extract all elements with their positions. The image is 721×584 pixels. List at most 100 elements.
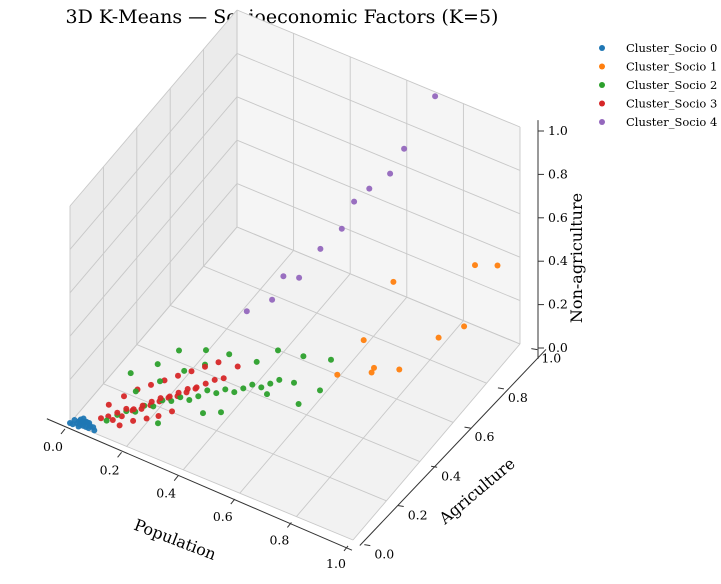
grid-line xyxy=(136,344,420,463)
grid-line xyxy=(236,96,521,215)
scatter-point xyxy=(181,367,188,374)
tick-labels: 0.0 0.0 0.0 0.2 0.2 0.2 0.4 0.4 0.4 0.6 0.6 0.6 0.8 0… xyxy=(43,123,568,571)
y-tick-label: 1.0 xyxy=(541,351,561,366)
scatter-point xyxy=(157,395,164,402)
scatter-point xyxy=(175,372,181,379)
z-tick-label: 0.4 xyxy=(548,253,568,268)
grid-line xyxy=(236,52,521,171)
scatter-point xyxy=(253,358,260,365)
scatter-point xyxy=(317,387,323,394)
scatter-point xyxy=(175,389,182,396)
scatter-point xyxy=(300,353,307,360)
z-tick-label: 1.0 xyxy=(548,123,568,138)
axis-lines xyxy=(46,120,547,552)
scatter-point xyxy=(127,370,134,377)
scatter-point xyxy=(161,377,168,384)
scatter-point xyxy=(195,393,202,400)
scatter-point xyxy=(280,273,287,280)
grid-line xyxy=(203,265,487,384)
legend-marker xyxy=(599,100,605,107)
left-wall-pane xyxy=(70,10,237,423)
grid-line xyxy=(170,304,454,423)
scatter-point xyxy=(130,417,137,424)
scatter-point xyxy=(215,359,222,366)
scatter-point xyxy=(396,366,403,373)
legend: Cluster_Socio 0 Cluster_Socio 1 Cluster_So… xyxy=(599,41,717,129)
scatter-point xyxy=(213,390,220,397)
scatter-points xyxy=(67,93,501,434)
scatter-point xyxy=(150,403,157,410)
y-tick-label: 0.4 xyxy=(441,468,461,483)
scatter-point xyxy=(75,423,82,430)
z-tick-label: 0.8 xyxy=(548,166,568,181)
scatter-point xyxy=(202,363,208,370)
legend-entry: Cluster_Socio 3 xyxy=(626,97,717,111)
scatter-point xyxy=(461,323,468,330)
legend-entry: Cluster_Socio 2 xyxy=(626,78,717,92)
scatter-point xyxy=(220,375,227,382)
z-tick-label: 0.6 xyxy=(548,210,568,225)
scatter-point xyxy=(148,381,154,388)
scatter-point xyxy=(390,278,397,285)
scatter-point xyxy=(69,421,76,428)
y-tick-label: 0.8 xyxy=(508,390,528,405)
scatter-point xyxy=(123,405,130,412)
x-axis-label: Population xyxy=(131,515,219,564)
scatter-point xyxy=(155,420,161,427)
scatter-point xyxy=(494,262,501,269)
grid-line xyxy=(236,139,521,258)
grid-line xyxy=(69,96,238,294)
grid-line xyxy=(239,296,408,494)
scatter-point xyxy=(188,368,195,375)
scatter-point xyxy=(366,185,373,192)
x-tick-label: 0.4 xyxy=(156,486,176,501)
grid-line xyxy=(126,250,294,447)
scatter-point xyxy=(275,347,281,354)
legend-entry: Cluster_Socio 0 xyxy=(626,41,717,55)
scatter-point xyxy=(157,378,163,385)
scatter-point xyxy=(139,402,146,409)
scatter-point xyxy=(91,427,98,434)
scatter-point xyxy=(202,380,209,387)
y-axis-line xyxy=(359,349,547,546)
scatter-point xyxy=(328,356,334,363)
scatter-point xyxy=(109,417,116,423)
grid-line xyxy=(69,53,238,250)
scatter-point xyxy=(169,408,175,415)
scatter-point xyxy=(234,363,241,370)
scatter-point xyxy=(143,415,150,422)
scatter-point xyxy=(276,376,283,383)
scatter-point xyxy=(204,387,211,394)
x-tick-label: 0.2 xyxy=(100,462,120,477)
grid-line xyxy=(182,273,351,471)
scatter-point xyxy=(148,398,155,405)
legend-marker xyxy=(599,119,605,125)
scatter-point xyxy=(435,334,442,341)
scatter-point xyxy=(351,198,358,205)
scatter-point xyxy=(226,351,233,358)
scatter-point xyxy=(200,410,206,417)
scatter-point xyxy=(130,406,137,413)
scatter-point xyxy=(176,347,182,354)
grid-line xyxy=(236,183,521,302)
y-tick-label: 0.2 xyxy=(408,507,428,522)
scatter-point xyxy=(184,386,191,392)
scatter-point xyxy=(264,391,270,398)
x-axis-line xyxy=(46,418,353,551)
grid-line xyxy=(69,422,354,541)
scatter-point xyxy=(155,413,162,419)
grid-line xyxy=(69,226,238,424)
scatter-point xyxy=(432,93,439,100)
scatter-point xyxy=(240,385,247,392)
z-tick-label: 0.2 xyxy=(548,297,568,312)
scatter-point xyxy=(114,409,121,416)
scatter-point xyxy=(249,381,256,388)
grid-line xyxy=(352,343,521,541)
y-tick-label: 0.6 xyxy=(475,429,495,444)
scatter-point xyxy=(267,380,274,387)
x-tick-label: 0.6 xyxy=(213,509,233,524)
scatter-point xyxy=(177,394,184,401)
grid-line xyxy=(69,139,238,337)
scatter-point xyxy=(296,274,303,281)
